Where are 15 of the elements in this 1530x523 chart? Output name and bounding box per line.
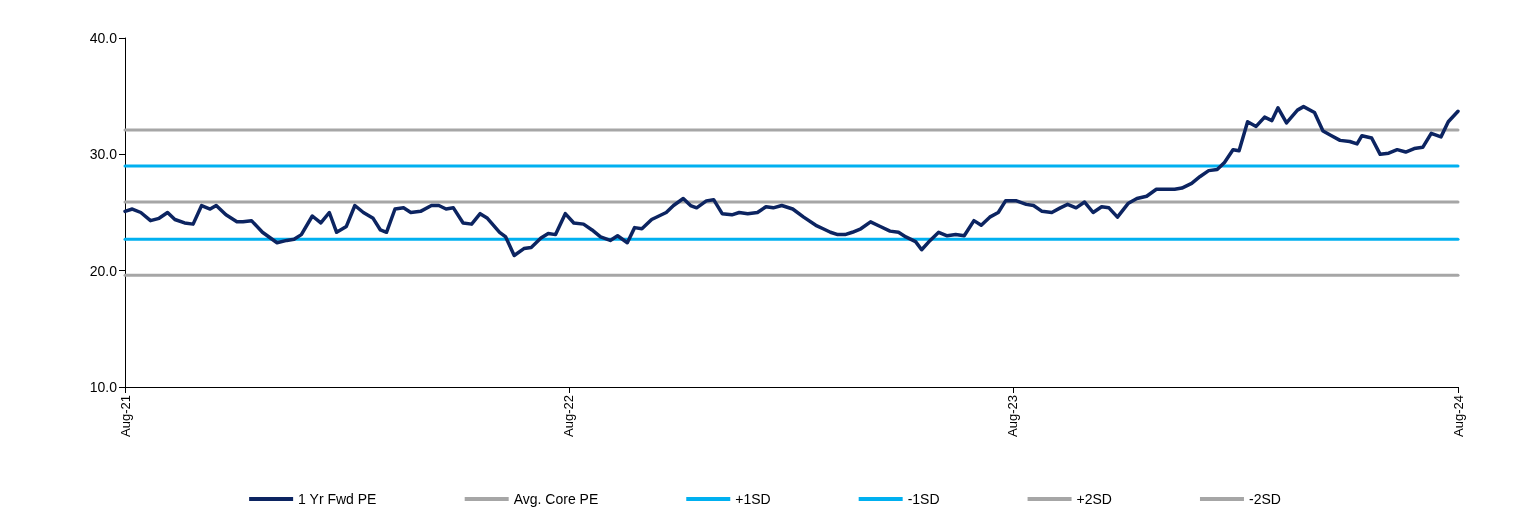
legend-label: +2SD bbox=[1076, 491, 1112, 507]
y-tick-label: 40.0 bbox=[89, 30, 118, 46]
x-tick-label: Aug-22 bbox=[561, 395, 577, 437]
legend-label: +1SD bbox=[735, 491, 771, 507]
y-tick-label: 20.0 bbox=[89, 262, 118, 279]
y-tick-label: 10.0 bbox=[89, 379, 118, 395]
x-tick-label: Aug-24 bbox=[1450, 395, 1466, 437]
legend-label: -1SD bbox=[907, 491, 940, 507]
y-tick-label: 30.0 bbox=[89, 146, 118, 163]
x-tick-label: Aug-23 bbox=[1005, 395, 1021, 437]
legend-label: 1 Yr Fwd PE bbox=[298, 491, 377, 507]
legend-label: Avg. Core PE bbox=[513, 491, 599, 507]
x-tick-label: Aug-21 bbox=[117, 395, 133, 437]
line-series bbox=[123, 104, 1460, 258]
legend-label: -2SD bbox=[1248, 491, 1281, 507]
